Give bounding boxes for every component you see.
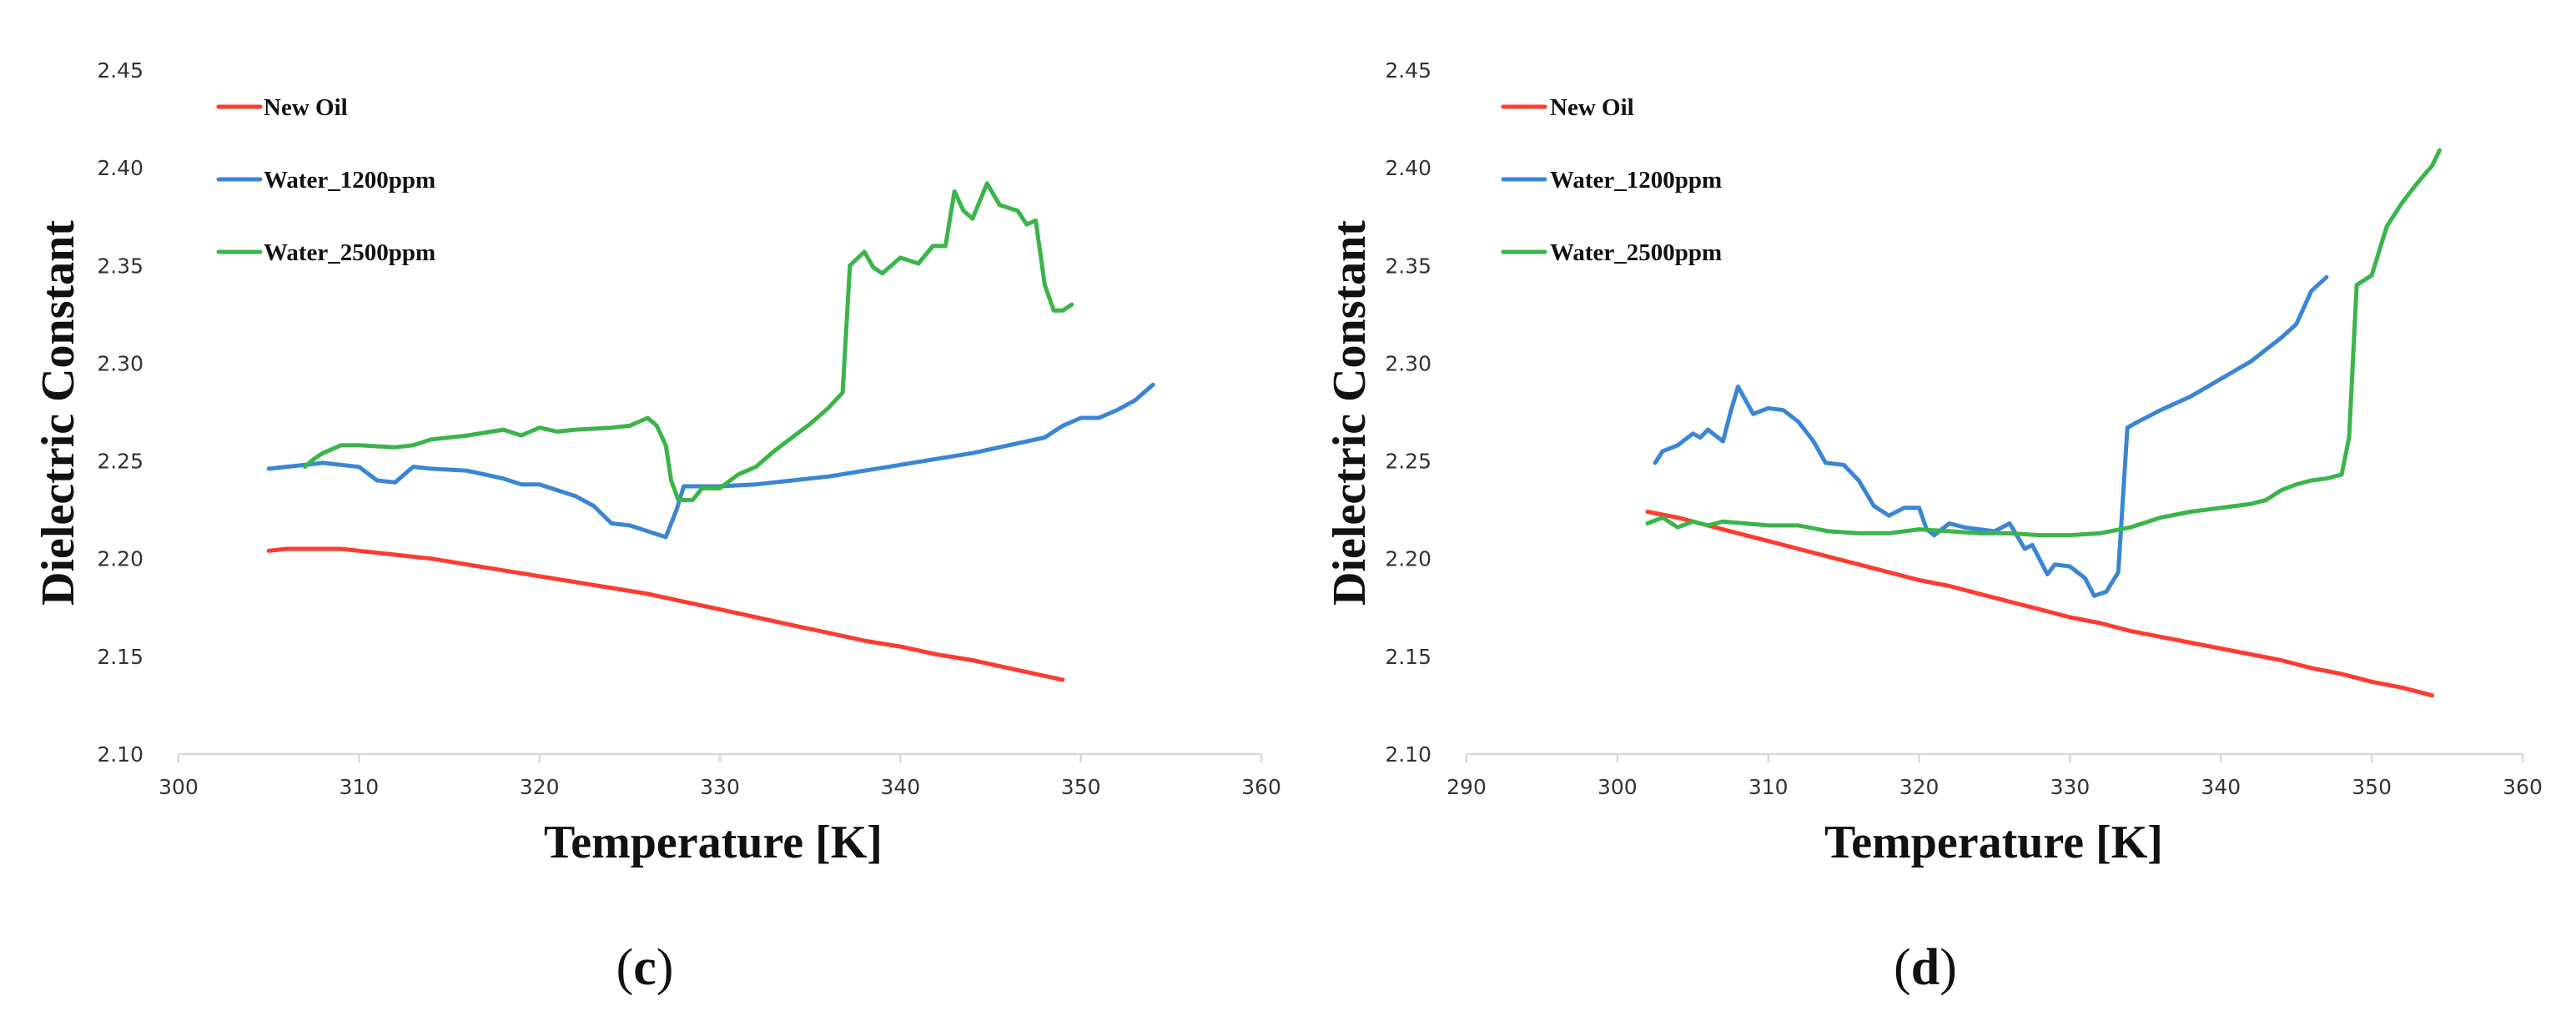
y-tick-label: 2.45 [1385,58,1431,83]
x-tick-label: 310 [339,775,379,799]
x-tick-label: 330 [700,775,740,799]
x-tick-marks [177,754,1263,762]
x-tick-label: 300 [158,775,199,799]
series-lines [1645,148,2442,698]
x-tick-label: 360 [1241,775,1281,799]
series-line-water-1200ppm [1653,274,2329,598]
x-tick-labels: 290 300 310 320 330 340 350 360 [1446,775,2543,799]
y-tick-label: 2.40 [97,156,143,180]
x-tick-label: 350 [1061,775,1101,799]
series-line-water-1200ppm [266,382,1155,540]
x-tick-marks [1465,754,2524,762]
legend-label-water-2500ppm: Water_2500ppm [264,239,435,266]
y-tick-labels: 2.10 2.15 2.20 2.25 2.30 2.35 2.40 2.45 [97,58,143,767]
x-tick-label: 340 [2201,775,2241,799]
series-line-water-2500ppm [302,181,1074,502]
y-tick-label: 2.30 [97,351,143,375]
x-tick-label: 300 [1597,775,1638,799]
x-tick-label: 290 [1446,775,1487,799]
series-line-water-2500ppm [1645,148,2442,538]
y-tick-label: 2.25 [97,450,143,474]
y-tick-label: 2.15 [97,645,143,669]
panel-letter: c [633,939,657,996]
chart-panel-d: Dielectric Constant 2.10 2.15 2.20 2.25 2.30… [1324,58,2543,996]
y-tick-label: 2.35 [97,254,143,278]
y-tick-label: 2.45 [97,58,143,83]
x-axis-title: Temperature [K] [544,817,883,868]
x-axis-title: Temperature [K] [1824,817,2163,868]
y-tick-label: 2.10 [1385,742,1431,767]
x-tick-label: 320 [1899,775,1940,799]
y-tick-label: 2.10 [97,742,143,767]
y-tick-label: 2.35 [1385,254,1431,278]
legend: New Oil Water_1200ppm Water_2500ppm [1501,94,1722,266]
y-tick-label: 2.15 [1385,645,1431,669]
x-tick-label: 320 [520,775,560,799]
y-tick-label: 2.20 [1385,547,1431,571]
legend-label-new-oil: New Oil [264,94,348,121]
series-line-new-oil [1645,510,2434,698]
panel-label-c: (c) [616,939,674,996]
y-axis-title: Dielectric Constant [33,220,84,606]
legend-label-water-1200ppm: Water_1200ppm [1550,167,1722,194]
y-tick-label: 2.20 [97,547,143,571]
y-tick-label: 2.30 [1385,351,1431,375]
series-line-new-oil [266,546,1065,682]
series-lines [266,181,1155,682]
x-tick-label: 350 [2352,775,2392,799]
x-tick-label: 310 [1748,775,1789,799]
y-axis-title: Dielectric Constant [1324,220,1376,606]
legend-label-water-1200ppm: Water_1200ppm [264,167,435,194]
panel-label-d: (d) [1894,939,1957,996]
x-tick-labels: 300 310 320 330 340 350 360 [158,775,1281,799]
y-tick-labels: 2.10 2.15 2.20 2.25 2.30 2.35 2.40 2.45 [1385,58,1431,767]
x-tick-label: 340 [880,775,920,799]
chart-panel-c: Dielectric Constant 2.10 2.15 2.20 2.25 2.30… [33,58,1281,996]
x-tick-label: 360 [2503,775,2543,799]
legend-label-water-2500ppm: Water_2500ppm [1550,239,1722,266]
panel-letter: d [1911,939,1940,996]
y-tick-label: 2.40 [1385,156,1431,180]
x-tick-label: 330 [2050,775,2090,799]
legend-label-new-oil: New Oil [1550,94,1634,121]
legend: New Oil Water_1200ppm Water_2500ppm [216,94,435,266]
y-tick-label: 2.25 [1385,450,1431,474]
